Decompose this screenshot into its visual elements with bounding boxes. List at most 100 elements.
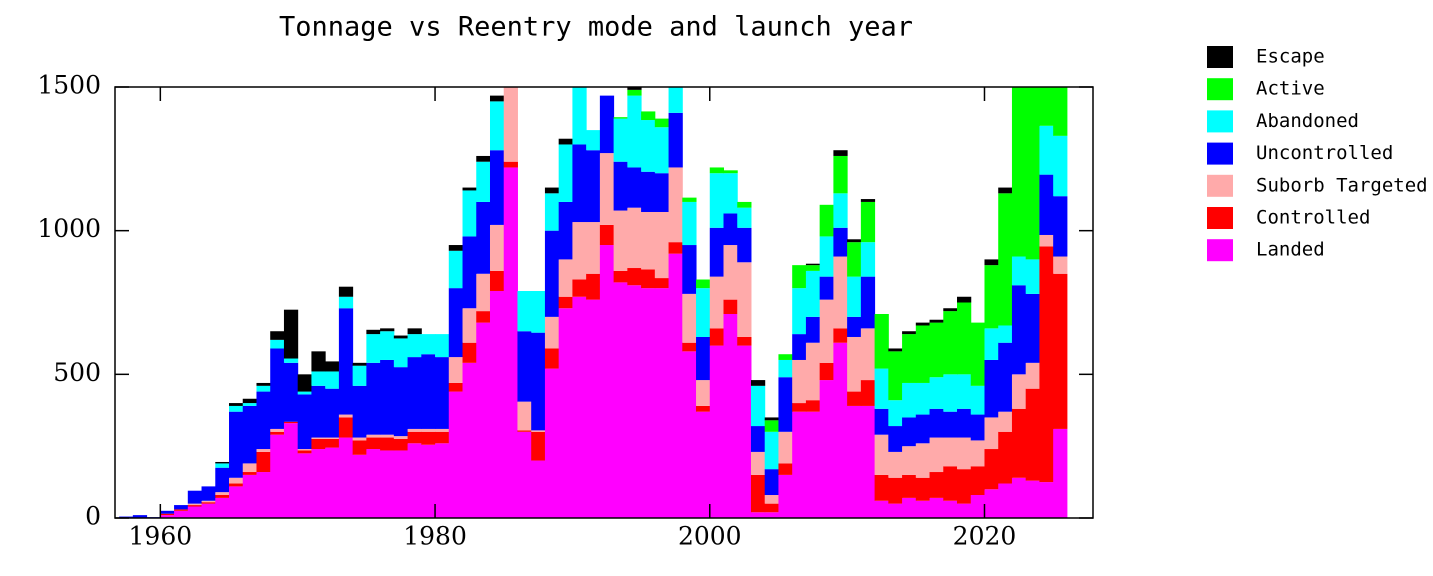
bar-segment — [1025, 480, 1040, 518]
bar-segment — [874, 434, 889, 475]
bar-segment — [599, 95, 615, 154]
bar-segment — [764, 417, 779, 421]
bar-segment — [957, 374, 972, 409]
bar-segment — [544, 230, 560, 317]
bar-segment — [572, 296, 587, 518]
bar-segment — [998, 431, 1013, 484]
bar-segment — [764, 503, 779, 513]
bar-segment — [778, 359, 793, 378]
bar-segment — [888, 451, 903, 478]
bar-segment — [682, 245, 697, 294]
bar-segment — [902, 497, 917, 518]
bar-segment — [984, 265, 999, 329]
bar-segment — [270, 331, 285, 340]
bar-segment — [201, 502, 216, 504]
bar-segment — [297, 453, 312, 518]
bar-segment — [421, 431, 436, 445]
bar-segment — [338, 437, 354, 518]
bar-segment — [696, 288, 711, 337]
bar-segment — [723, 170, 738, 174]
bar-segment — [805, 270, 821, 317]
bar-segment — [668, 87, 683, 113]
bar-segment — [860, 199, 876, 202]
bar-segment — [654, 278, 670, 289]
bar-segment — [517, 431, 532, 518]
bar-segment — [750, 451, 766, 475]
bar-segment — [819, 204, 834, 237]
bar-segment — [489, 95, 505, 102]
bar-segment — [572, 222, 587, 280]
bar-segment — [874, 500, 889, 518]
bar-segment — [778, 354, 793, 360]
bar-segment — [421, 428, 436, 432]
bar-segment — [462, 236, 477, 309]
legend-label: Controlled — [1256, 207, 1370, 229]
bar-segment — [998, 483, 1013, 518]
bar-segment — [737, 201, 752, 208]
bar-segment — [586, 150, 601, 223]
bar-segment — [847, 242, 862, 277]
bar-segment — [792, 403, 807, 412]
bar-segment — [1053, 196, 1068, 257]
bar-segment — [764, 431, 779, 470]
bar-segment — [833, 150, 848, 156]
bar-segment — [915, 414, 931, 444]
bar-segment — [915, 477, 931, 501]
bar-segment — [201, 486, 216, 501]
bar-segment — [256, 451, 271, 473]
x-tick-label: 2020 — [953, 522, 1017, 551]
y-tick-label: 500 — [53, 358, 101, 387]
bar-segment — [283, 421, 299, 424]
bar-segment — [187, 503, 203, 506]
bar-segment — [737, 227, 752, 263]
bar-segment — [737, 262, 752, 337]
bar-segment — [613, 117, 628, 119]
bar-segment — [654, 173, 670, 212]
bar-segment — [1011, 374, 1027, 409]
bar-segment — [984, 359, 999, 418]
bar-segment — [984, 449, 999, 490]
bar-segment — [984, 328, 999, 360]
bar-segment — [792, 265, 807, 289]
bar-segment — [558, 259, 573, 297]
bar-segment — [943, 411, 958, 438]
bar-segment — [462, 190, 477, 237]
bar-segment — [338, 286, 354, 297]
bar-segment — [366, 334, 381, 363]
bar-segment — [462, 187, 477, 191]
bar-segment — [998, 411, 1013, 432]
bar-segment — [558, 296, 573, 309]
bar-segment — [819, 380, 834, 518]
bar-segment — [833, 193, 848, 228]
bar-segment — [558, 201, 573, 260]
bar-segment — [957, 296, 972, 303]
bar-segment — [943, 308, 958, 312]
bar-segment — [970, 414, 985, 441]
bar-segment — [380, 359, 395, 435]
bar-segment — [229, 477, 244, 484]
bar-segment — [448, 245, 464, 251]
bar-segment — [915, 443, 931, 478]
bar-segment — [641, 171, 656, 212]
bar-segment — [242, 405, 257, 464]
bar-segment — [504, 47, 518, 76]
bar-segment — [503, 167, 518, 518]
x-tick-label: 1960 — [129, 522, 193, 551]
bar-segment — [847, 336, 862, 392]
bar-segment — [1053, 428, 1068, 518]
bar-segment — [160, 513, 175, 516]
bar-segment — [572, 87, 587, 145]
bar-segment — [132, 515, 148, 518]
bar-segment — [792, 334, 807, 360]
bar-segment — [572, 144, 587, 223]
plot-area — [119, 47, 1068, 518]
bar-segment — [778, 431, 793, 464]
bar-segment — [1039, 482, 1054, 518]
bar-segment — [819, 236, 834, 277]
bar-segment — [1053, 87, 1068, 136]
bar-segment — [902, 382, 917, 418]
bar-segment — [297, 374, 312, 392]
bar-segment — [888, 400, 903, 427]
bar-segment — [860, 276, 876, 329]
